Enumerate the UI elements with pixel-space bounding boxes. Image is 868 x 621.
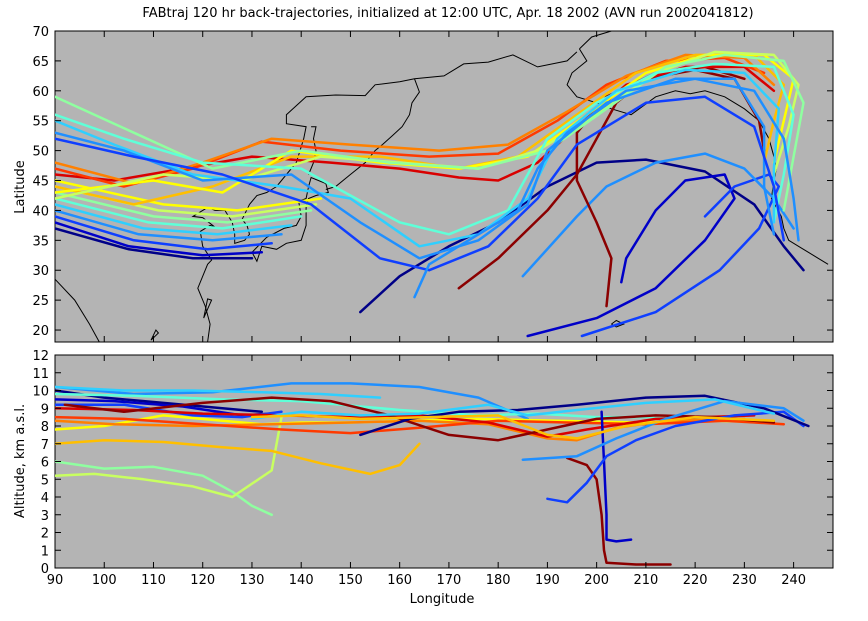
longitude-axis-label: Longitude [410, 592, 475, 607]
trajectory-line [250, 414, 776, 440]
x-tick-label: 150 [338, 573, 363, 588]
trajectory-line [63, 396, 776, 442]
y-tick-label: 2 [41, 527, 49, 542]
y-tick-label: 35 [32, 234, 49, 249]
x-tick-label: 130 [240, 573, 265, 588]
trajectory-line [55, 407, 756, 438]
y-tick-label: 45 [32, 175, 49, 190]
y-tick-label: 4 [41, 491, 49, 506]
latitude-ticks: 20 25 30 35 40 45 50 55 60 65 70 [32, 25, 833, 339]
x-tick-label: 110 [141, 573, 166, 588]
y-tick-label: 6 [41, 456, 49, 471]
x-tick-label: 160 [387, 573, 412, 588]
trajectory-line [565, 456, 672, 566]
trajectory-line [55, 385, 382, 399]
map-trajectories [55, 50, 805, 338]
y-tick-label: 12 [32, 349, 49, 364]
y-tick-label: 30 [32, 264, 49, 279]
y-tick-label: 60 [32, 85, 49, 100]
trajectory-line [413, 77, 800, 299]
x-tick-label: 170 [437, 573, 462, 588]
altitude-axis-label: Altitude, km a.s.l. [13, 404, 28, 518]
x-tick-label: 190 [535, 573, 560, 588]
coastline-2 [382, 78, 420, 145]
y-tick-label: 65 [32, 55, 49, 70]
x-tick-label: 240 [781, 573, 806, 588]
y-tick-label: 0 [41, 562, 49, 577]
x-tick-label: 210 [633, 573, 658, 588]
trajectory-line [55, 191, 313, 224]
y-tick-label: 1 [41, 544, 49, 559]
trajectory-line [55, 62, 795, 236]
trajectory-line [55, 203, 293, 236]
y-tick-label: 9 [41, 402, 49, 417]
x-tick-label: 140 [289, 573, 314, 588]
coastline-5 [308, 126, 317, 175]
x-tick-label: 180 [486, 573, 511, 588]
coastline-4 [251, 176, 329, 263]
y-tick-label: 25 [32, 294, 49, 309]
x-tick-label: 100 [92, 573, 117, 588]
y-tick-label: 3 [41, 509, 49, 524]
trajectory-line [55, 382, 529, 421]
trajectory-line [600, 410, 633, 543]
trajectory-line [55, 438, 421, 476]
y-tick-label: 8 [41, 420, 49, 435]
y-tick-label: 50 [32, 145, 49, 160]
trajectory-line [250, 398, 776, 421]
y-tick-label: 7 [41, 438, 49, 453]
altitude-plot-area [54, 354, 834, 569]
trajectory-line [521, 152, 795, 278]
longitude-ticks: 90 100 110 120 130 140 150 160 170 180 190 200 210 22… [47, 31, 806, 588]
y-tick-label: 70 [32, 25, 49, 40]
x-tick-label: 230 [732, 573, 757, 588]
altitude-trajectories [55, 382, 810, 566]
coastline-1 [191, 51, 578, 342]
x-tick-label: 90 [47, 573, 64, 588]
figure-title: FABtraj 120 hr back-trajectories, initia… [142, 6, 753, 21]
coastline-6 [203, 298, 213, 319]
trajectory-line [55, 460, 273, 517]
coastline-3 [566, 48, 829, 265]
trajectory-line [55, 221, 264, 257]
trajectory-line [55, 197, 303, 230]
y-tick-label: 55 [32, 115, 49, 130]
x-tick-label: 200 [584, 573, 609, 588]
map-panel: 20 25 30 35 40 45 50 55 60 65 70 Latitude [13, 25, 834, 343]
x-tick-label: 120 [190, 573, 215, 588]
y-tick-label: 10 [32, 385, 49, 400]
trajectory-line [55, 227, 254, 260]
trajectory-line [55, 179, 323, 212]
coastline-9 [579, 31, 612, 50]
x-tick-label: 220 [683, 573, 708, 588]
trajectory-line [55, 209, 283, 242]
trajectory-line [55, 215, 273, 251]
y-tick-label: 40 [32, 204, 49, 219]
y-tick-label: 11 [32, 367, 49, 382]
coastline-0 [55, 278, 100, 342]
trajectory-line [55, 95, 786, 272]
y-tick-label: 20 [32, 324, 49, 339]
trajectory-line [521, 399, 805, 461]
y-tick-label: 5 [41, 473, 49, 488]
trajectory-line [526, 173, 736, 338]
latitude-axis-label: Latitude [13, 160, 28, 214]
trajectory-line [55, 415, 283, 499]
coastline-7 [150, 329, 160, 341]
trajectory-line [55, 415, 786, 435]
trajectory-line [55, 53, 805, 212]
